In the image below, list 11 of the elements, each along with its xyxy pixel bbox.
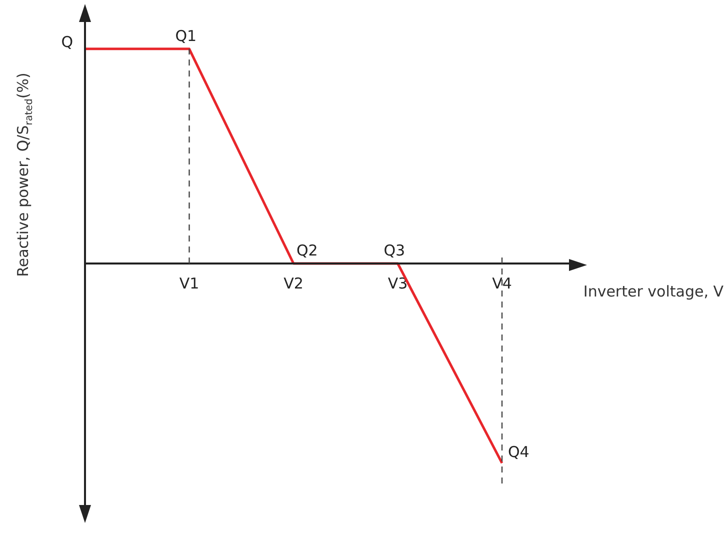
- x-tick-label: V2: [284, 274, 304, 292]
- x-tick-label: V1: [179, 274, 200, 292]
- x-tick-label: V4: [492, 274, 512, 292]
- annotation: Q3: [384, 242, 406, 260]
- x-axis-title: Inverter voltage, V: [583, 282, 724, 300]
- text: Q: [61, 32, 73, 51]
- annotation: Q2: [296, 242, 318, 260]
- x-tick-label: V3: [388, 274, 408, 292]
- y-axis-title: Reactive power, Q/Srated(%): [14, 72, 35, 277]
- annotation: Q1: [175, 26, 197, 45]
- annotation: Q4: [508, 443, 530, 462]
